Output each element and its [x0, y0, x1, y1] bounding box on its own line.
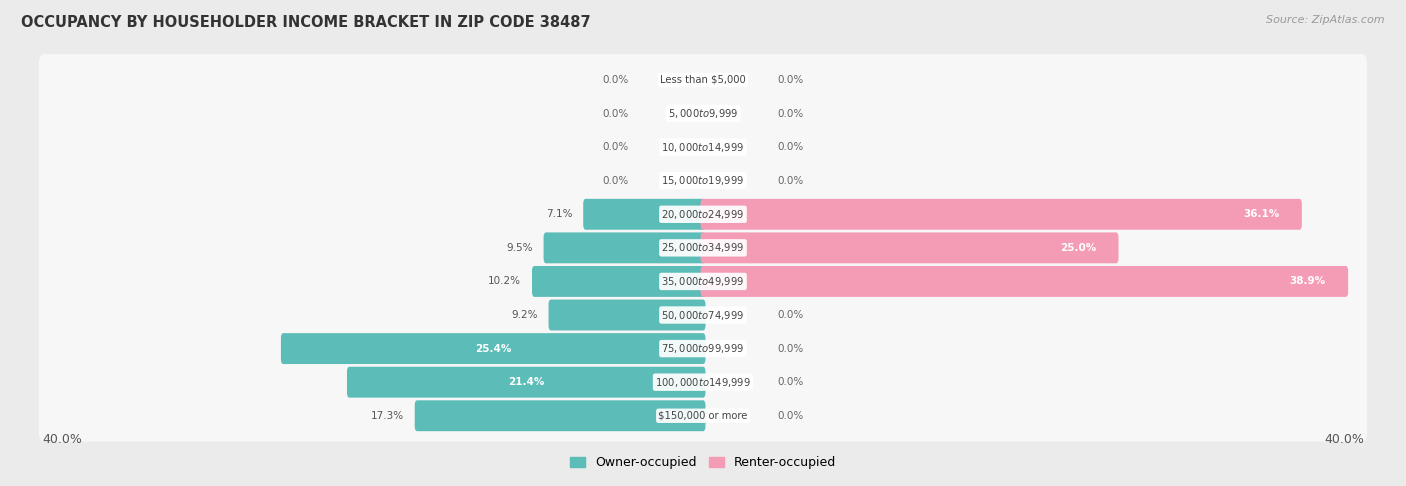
Text: $50,000 to $74,999: $50,000 to $74,999: [661, 309, 745, 322]
Text: OCCUPANCY BY HOUSEHOLDER INCOME BRACKET IN ZIP CODE 38487: OCCUPANCY BY HOUSEHOLDER INCOME BRACKET …: [21, 15, 591, 30]
Text: $10,000 to $14,999: $10,000 to $14,999: [661, 140, 745, 154]
Text: 36.1%: 36.1%: [1243, 209, 1279, 219]
FancyBboxPatch shape: [281, 333, 706, 364]
FancyBboxPatch shape: [39, 189, 1367, 240]
Text: $35,000 to $49,999: $35,000 to $49,999: [661, 275, 745, 288]
Text: 0.0%: 0.0%: [778, 344, 804, 354]
FancyBboxPatch shape: [39, 323, 1367, 374]
FancyBboxPatch shape: [700, 199, 1302, 230]
FancyBboxPatch shape: [347, 367, 706, 398]
FancyBboxPatch shape: [548, 299, 706, 330]
FancyBboxPatch shape: [700, 266, 1348, 297]
FancyBboxPatch shape: [39, 390, 1367, 442]
Text: $75,000 to $99,999: $75,000 to $99,999: [661, 342, 745, 355]
FancyBboxPatch shape: [39, 122, 1367, 173]
Text: 40.0%: 40.0%: [1324, 433, 1364, 446]
FancyBboxPatch shape: [700, 232, 1119, 263]
Text: 25.0%: 25.0%: [1060, 243, 1097, 253]
Text: 9.5%: 9.5%: [506, 243, 533, 253]
Text: 0.0%: 0.0%: [602, 75, 628, 85]
FancyBboxPatch shape: [583, 199, 706, 230]
Text: 40.0%: 40.0%: [42, 433, 82, 446]
FancyBboxPatch shape: [39, 256, 1367, 307]
Text: $20,000 to $24,999: $20,000 to $24,999: [661, 208, 745, 221]
Text: 38.9%: 38.9%: [1289, 277, 1326, 286]
Text: 0.0%: 0.0%: [602, 142, 628, 152]
Text: 0.0%: 0.0%: [602, 108, 628, 119]
FancyBboxPatch shape: [39, 222, 1367, 274]
Text: $150,000 or more: $150,000 or more: [658, 411, 748, 421]
Text: $5,000 to $9,999: $5,000 to $9,999: [668, 107, 738, 120]
Text: $100,000 to $149,999: $100,000 to $149,999: [655, 376, 751, 389]
FancyBboxPatch shape: [39, 155, 1367, 207]
FancyBboxPatch shape: [39, 356, 1367, 408]
Text: 0.0%: 0.0%: [778, 377, 804, 387]
Text: 21.4%: 21.4%: [508, 377, 544, 387]
FancyBboxPatch shape: [39, 54, 1367, 106]
FancyBboxPatch shape: [415, 400, 706, 431]
FancyBboxPatch shape: [39, 289, 1367, 341]
Text: 17.3%: 17.3%: [371, 411, 404, 421]
Text: $15,000 to $19,999: $15,000 to $19,999: [661, 174, 745, 187]
Text: 25.4%: 25.4%: [475, 344, 512, 354]
FancyBboxPatch shape: [531, 266, 706, 297]
Text: 0.0%: 0.0%: [778, 142, 804, 152]
Text: Less than $5,000: Less than $5,000: [661, 75, 745, 85]
Text: 10.2%: 10.2%: [488, 277, 522, 286]
FancyBboxPatch shape: [544, 232, 706, 263]
Text: 0.0%: 0.0%: [602, 176, 628, 186]
Text: Source: ZipAtlas.com: Source: ZipAtlas.com: [1267, 15, 1385, 25]
Text: 0.0%: 0.0%: [778, 108, 804, 119]
FancyBboxPatch shape: [39, 87, 1367, 139]
Text: 7.1%: 7.1%: [546, 209, 572, 219]
Legend: Owner-occupied, Renter-occupied: Owner-occupied, Renter-occupied: [565, 451, 841, 474]
Text: 0.0%: 0.0%: [778, 310, 804, 320]
Text: 0.0%: 0.0%: [778, 176, 804, 186]
Text: 0.0%: 0.0%: [778, 411, 804, 421]
Text: 0.0%: 0.0%: [778, 75, 804, 85]
Text: $25,000 to $34,999: $25,000 to $34,999: [661, 242, 745, 254]
Text: 9.2%: 9.2%: [512, 310, 537, 320]
